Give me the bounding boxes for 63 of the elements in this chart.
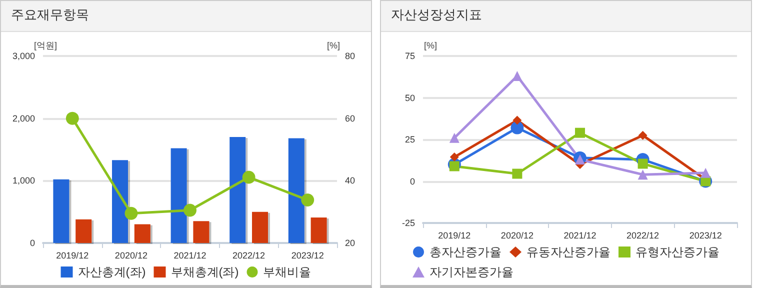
y-axis-title: [%]: [424, 40, 437, 50]
point: [242, 170, 256, 184]
y-tick-label: 1,000: [12, 176, 35, 186]
chart-title: 자산성장성지표: [381, 1, 751, 32]
legend-label: 부채비율: [263, 265, 312, 279]
bar: [252, 212, 268, 243]
bar: [230, 137, 246, 243]
x-tick-label: 2022/12: [232, 250, 266, 260]
y-tick-label: 2,000: [12, 113, 35, 124]
point: [575, 154, 585, 165]
y-tick-label: 75: [404, 51, 415, 61]
bar: [170, 148, 187, 243]
y-tick-label: 0: [410, 176, 415, 186]
legend-label: 유형자산증가율: [636, 245, 720, 259]
chart-title: 주요재무항목: [1, 1, 371, 32]
y2-tick-label: 80: [345, 51, 356, 61]
y-tick-label: 25: [404, 134, 415, 144]
bar: [53, 179, 70, 243]
y-tick-label: 3,000: [12, 51, 35, 61]
point: [510, 121, 524, 134]
bar: [134, 224, 150, 243]
bar: [193, 221, 210, 243]
point: [512, 116, 522, 125]
legend-label: 부채총계(좌): [170, 265, 239, 279]
x-tick-label: 2022/12: [626, 230, 660, 240]
point: [449, 132, 460, 143]
bar: [288, 138, 304, 243]
point: [450, 152, 459, 162]
x-tick-label: 2020/12: [114, 250, 148, 260]
x-tick-label: 2023/12: [291, 250, 324, 260]
legend-label: 자산총계(좌): [78, 265, 146, 279]
y-tick-label: 50: [404, 92, 415, 103]
x-tick-label: 2019/12: [438, 230, 471, 240]
legend-label: 자기자본증가율: [430, 265, 514, 279]
y2-tick-label: 60: [345, 113, 356, 124]
bar: [76, 219, 92, 243]
x-tick-label: 2019/12: [56, 250, 89, 260]
y-tick-label: -25: [402, 218, 415, 228]
point: [638, 170, 648, 180]
bar: [112, 160, 128, 243]
y2-axis-title: [%]: [327, 40, 340, 50]
legend-label: 유동자산증가율: [526, 245, 610, 259]
y-tick-label: 0: [30, 238, 35, 248]
y2-tick-label: 20: [345, 238, 356, 248]
x-tick-label: 2021/12: [174, 250, 206, 260]
y2-tick-label: 40: [345, 176, 356, 186]
y-axis-title: [억원]: [34, 40, 57, 50]
x-tick-label: 2020/12: [500, 230, 534, 240]
point: [575, 128, 585, 138]
point: [124, 206, 138, 220]
x-tick-label: 2021/12: [564, 230, 596, 240]
point: [512, 168, 522, 179]
legend-label: 총자산증가율: [430, 245, 502, 259]
point: [449, 161, 460, 172]
point: [638, 158, 648, 169]
point: [512, 71, 522, 82]
point: [301, 193, 314, 206]
point: [700, 168, 711, 178]
point: [184, 204, 196, 217]
point: [66, 112, 79, 125]
x-tick-label: 2023/12: [689, 230, 722, 240]
point: [638, 130, 648, 140]
bar: [310, 217, 327, 243]
